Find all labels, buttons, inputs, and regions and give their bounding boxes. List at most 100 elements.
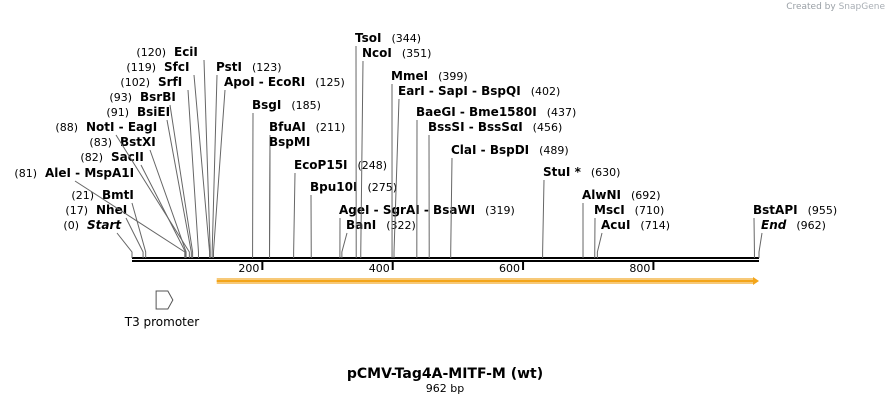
site-name-bsiei: BsiEI: [137, 105, 170, 119]
site-connector-sfci: [193, 74, 211, 258]
site-name-nhei: NheI: [96, 203, 127, 217]
site-name-sfci: SfcI: [164, 60, 189, 74]
credit-prefix: Created by: [786, 2, 836, 12]
site-position-bfuai: (211): [316, 121, 346, 134]
site-name-bfuai: BfuAI: [269, 120, 306, 134]
site-position-bsrbi: (93): [109, 91, 132, 104]
site-connector-psti: [211, 74, 218, 258]
site-name-bsrbi: BsrBI: [140, 90, 176, 104]
site-name-acui: AcuI: [601, 218, 630, 232]
site-position-noti-eagi: (88): [55, 121, 78, 134]
site-position-clai-bspdi: (489): [539, 144, 569, 157]
site-connector-ncoi: [360, 60, 364, 258]
site-connector-alei-mspa1i: [74, 180, 186, 258]
site-name-clai-bspdi: ClaI - BspDI: [451, 143, 529, 157]
site-name-srfi: SrfI: [158, 75, 182, 89]
site-connector-bsrbi: [169, 104, 194, 258]
snapgene-credit: Created by SnapGene: [786, 2, 885, 12]
site-name-bstxi: BstXI: [120, 135, 156, 149]
site-position-psti: (123): [252, 61, 282, 74]
site-connector-end: [758, 232, 763, 258]
scale-tick-label: 600: [499, 262, 520, 275]
site-position-sacii: (82): [80, 151, 103, 164]
site-position-bstxi: (83): [89, 136, 112, 149]
site-name-ecii: EciI: [174, 45, 198, 59]
site-position-bstapi: (955): [808, 204, 838, 217]
site-name-start: Start: [87, 218, 122, 232]
site-position-alei-mspa1i: (81): [14, 167, 37, 180]
orf-arrow-head: [753, 277, 759, 285]
site-name-bsgi: BsgI: [252, 98, 281, 112]
map-title: pCMV-Tag4A-MITF-M (wt): [347, 366, 543, 382]
site-connector-acui: [596, 232, 603, 258]
site-connector-clai-bspdi: [450, 157, 453, 258]
site-connector-apoi-ecori: [212, 89, 226, 258]
site-name-ecop15i: EcoP15I: [294, 158, 348, 172]
site-position-sfci: (119): [126, 61, 156, 74]
site-name-stui: StuI *: [543, 165, 582, 179]
site-position-mmei: (399): [438, 70, 468, 83]
site-position-msci: (710): [635, 204, 665, 217]
site-connector-ecop15i: [293, 172, 296, 258]
site-connector-nhei: [125, 217, 144, 258]
site-position-bpu10i: (275): [367, 181, 397, 194]
site-position-baegi-bme1580i: (437): [547, 106, 577, 119]
site-position-agei-sgrai-bsawi: (319): [485, 204, 515, 217]
site-connector-bmti: [131, 202, 147, 258]
site-name-end: End: [761, 218, 787, 232]
site-name-eari-sapi-bspqi: EarI - SapI - BspQI: [398, 84, 521, 98]
site-position-tsoi: (344): [391, 32, 421, 45]
site-position-start: (0): [63, 219, 79, 232]
site-connector-noti-eagi: [115, 134, 190, 258]
site-name-alei-mspa1i: AleI - MspA1I: [45, 166, 134, 180]
site-position-nhei: (17): [65, 204, 88, 217]
site-connector-bsiei: [166, 119, 192, 258]
site-position-end: (962): [796, 219, 826, 232]
promoter-arrow: [155, 290, 174, 310]
site-name-alwni: AlwNI: [582, 188, 621, 202]
site-position-ncoi: (351): [402, 47, 432, 60]
site-position-bsgi: (185): [291, 99, 321, 112]
site-name-bpu10i: Bpu10I: [310, 180, 357, 194]
site-connector-sacii: [140, 164, 186, 258]
site-connector-bstxi: [149, 149, 187, 258]
site-connector-ecii: [203, 59, 211, 258]
site-position-bani: (322): [386, 219, 416, 232]
site-name-baegi-bme1580i: BaeGI - Bme1580I: [416, 105, 537, 119]
scale-tick-label: 200: [238, 262, 259, 275]
site-position-bsiei: (91): [106, 106, 129, 119]
site-name-agei-sgrai-bsawi: AgeI - SgrAI - BsaWI: [339, 203, 475, 217]
site-name-bstapi: BstAPI: [753, 203, 798, 217]
scale-tick-label: 400: [369, 262, 390, 275]
scale-tick-label: 800: [629, 262, 650, 275]
site-connector-start: [116, 232, 133, 258]
site-name-sacii: SacII: [111, 150, 144, 164]
site-name-tsoi: TsoI: [355, 31, 381, 45]
site-position-ecii: (120): [136, 46, 166, 59]
site-name-psti: PstI: [216, 60, 242, 74]
map-length: 962 bp: [426, 382, 464, 395]
credit-name: SnapGene: [838, 2, 885, 12]
site-position-stui: (630): [591, 166, 621, 179]
site-position-eari-sapi-bspqi: (402): [531, 85, 561, 98]
site-name-ncoi: NcoI: [362, 46, 392, 60]
site-name-bspmi: BspMI: [269, 135, 310, 149]
site-name-noti-eagi: NotI - EagI: [86, 120, 157, 134]
site-position-bsssi-bsss-i: (456): [533, 121, 563, 134]
site-connector-bani: [341, 232, 348, 258]
site-name-bsssi-bsss-i: BssSI - BssSαI: [428, 120, 523, 134]
site-name-bmti: BmtI: [102, 188, 134, 202]
site-connector-stui: [542, 179, 545, 258]
site-position-acui: (714): [640, 219, 670, 232]
site-connector-srfi: [187, 89, 199, 258]
site-connector-eari-sapi-bspqi: [393, 98, 400, 258]
site-position-srfi: (102): [120, 76, 150, 89]
promoter-label: T3 promoter: [124, 315, 200, 329]
site-name-msci: MscI: [594, 203, 625, 217]
site-position-apoi-ecori: (125): [315, 76, 345, 89]
site-name-mmei: MmeI: [391, 69, 428, 83]
site-position-bmti: (21): [71, 189, 94, 202]
site-name-apoi-ecori: ApoI - EcoRI: [224, 75, 305, 89]
site-position-ecop15i: (248): [358, 159, 388, 172]
